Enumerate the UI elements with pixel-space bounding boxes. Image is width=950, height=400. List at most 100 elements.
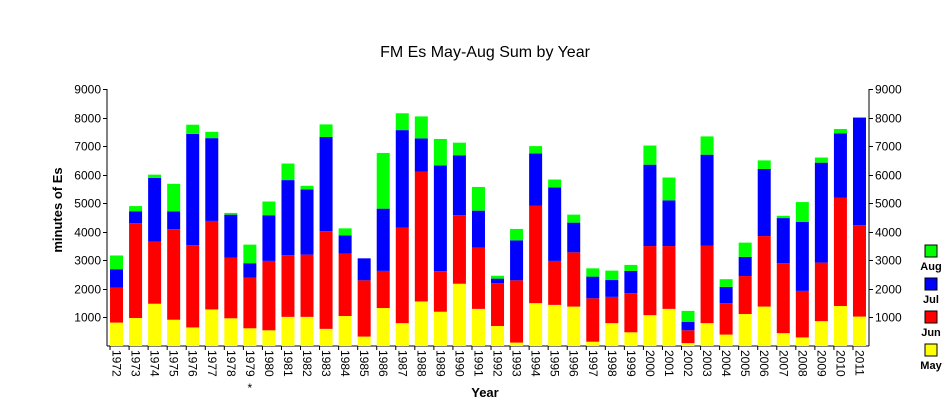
bar-jul-1978 [224,214,238,258]
bar-jun-1983 [319,231,333,329]
x-tick-label-1972: 1972 [110,350,124,377]
bar-may-2000 [643,315,657,346]
chart-title: FM Es May-Aug Sum by Year [380,44,591,61]
bar-may-1982 [300,316,314,346]
bar-jul-2001 [662,200,676,247]
x-tick-label-1987: 1987 [395,350,409,377]
bar-may-1985 [357,336,371,346]
bar-aug-1978 [224,212,238,215]
bar-jun-1975 [167,229,181,320]
x-tick-label-1998: 1998 [605,350,619,377]
bar-aug-1977 [205,131,219,139]
bar-jul-2010 [833,133,847,198]
bar-jul-1972 [110,269,124,288]
bar-aug-1994 [529,146,543,154]
bar-jul-1992 [491,278,505,284]
x-tick-label-1997: 1997 [586,350,600,377]
x-tick-label-2003: 2003 [700,350,714,377]
bar-aug-2006 [757,160,771,169]
bar-jun-1972 [110,287,124,323]
bar-aug-1990 [452,142,466,156]
bar-jun-1996 [567,252,581,307]
bar-jul-1977 [205,138,219,221]
bar-jun-1991 [471,247,485,309]
bar-jun-1999 [624,293,638,333]
x-tick-label-1981: 1981 [281,350,295,377]
y-tick-label-left: 1000 [74,311,101,325]
bar-aug-2008 [795,202,809,222]
y-tick-label-left: 4000 [74,226,101,240]
x-tick-label-2010: 2010 [833,350,847,377]
bar-aug-1997 [586,268,600,277]
bar-may-1997 [586,341,600,346]
bar-aug-1998 [605,270,619,281]
x-tick-label-2009: 2009 [814,350,828,377]
legend-swatch-aug [924,244,938,258]
bar-jun-2003 [700,245,714,324]
bar-aug-1981 [281,163,295,181]
bar-jul-2003 [700,154,714,246]
x-tick-label-1989: 1989 [433,350,447,377]
bar-aug-2010 [833,128,847,134]
x-tick-label-2011: 2011 [852,350,866,376]
bar-jul-1974 [148,177,162,242]
x-tick-label-1996: 1996 [567,350,581,377]
bar-may-1981 [281,316,295,346]
bar-jun-1989 [433,271,447,312]
bar-jul-2000 [643,164,657,247]
y-tick-label-left: 8000 [74,112,101,126]
bar-aug-1976 [186,124,200,134]
bar-jul-2011 [852,117,866,226]
y-tick-label-left: 6000 [74,169,101,183]
bar-jun-1985 [357,280,371,337]
bar-jun-1980 [262,260,276,331]
bar-may-2009 [814,321,828,346]
bar-jul-1984 [338,235,352,254]
bar-jul-1999 [624,270,638,294]
y-tick-label-right: 4000 [875,226,902,240]
legend-swatch-jul [924,277,938,291]
x-tick-label-1974: 1974 [148,350,162,377]
bar-jun-2007 [776,263,790,334]
bar-aug-1984 [338,228,352,236]
bar-jul-1982 [300,189,314,255]
legend-label-jul: Jul [923,294,939,306]
bar-jun-2004 [719,303,733,335]
bar-jul-1996 [567,222,581,253]
legend-swatch-jun [924,310,938,324]
bar-may-1976 [186,327,200,346]
bar-may-1990 [452,283,466,346]
y-tick-label-right: 1000 [875,311,902,325]
bar-aug-1993 [510,228,524,241]
legend-label-jun: Jun [921,327,941,339]
x-tick-label-2005: 2005 [738,350,752,377]
legend-label-aug: Aug [920,261,941,273]
y-tick-label-right: 3000 [875,254,902,268]
y-tick-label-left: 3000 [74,254,101,268]
bar-aug-2007 [776,215,790,219]
x-tick-label-1984: 1984 [338,350,352,377]
x-tick-label-1977: 1977 [205,350,219,377]
bar-may-1996 [567,306,581,346]
bar-jul-2007 [776,218,790,264]
y-tick-label-right: 2000 [875,283,902,297]
bar-jun-2001 [662,246,676,309]
x-tick-label-2002: 2002 [681,350,695,377]
bar-aug-1986 [376,152,390,209]
bar-jun-2010 [833,197,847,307]
bar-jun-1997 [586,298,600,342]
bar-jun-1993 [510,280,524,343]
bar-jun-1977 [205,220,219,310]
bar-may-1978 [224,318,238,346]
bar-aug-2001 [662,177,676,201]
bar-may-2008 [795,337,809,346]
bar-aug-1992 [491,275,505,279]
bar-jul-1975 [167,211,181,230]
bar-jul-2006 [757,168,771,237]
bar-aug-1979 [243,244,257,264]
bar-may-1987 [395,323,409,346]
x-tick-label-2001: 2001 [662,350,676,377]
bar-aug-1983 [319,124,333,137]
bar-aug-1995 [548,179,562,188]
x-tick-label-2008: 2008 [795,350,809,377]
